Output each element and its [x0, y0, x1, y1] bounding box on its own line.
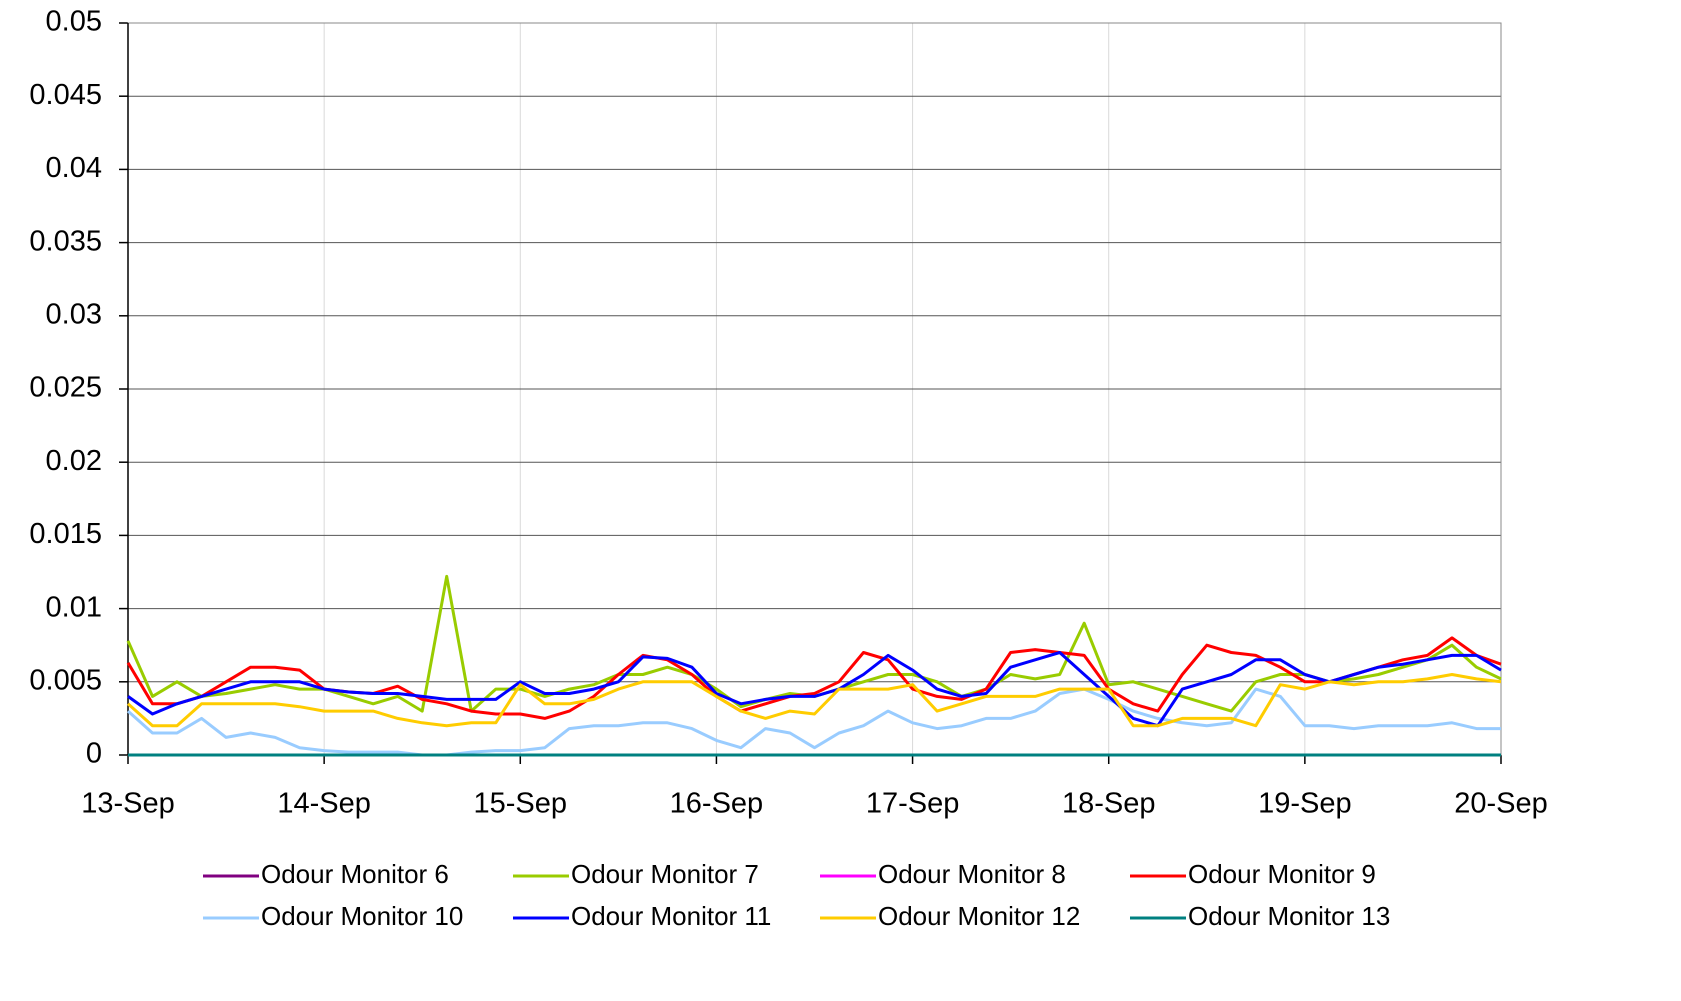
x-tick-label: 14-Sep: [277, 788, 371, 820]
legend-label: Odour Monitor 10: [261, 901, 463, 931]
series-line: [126, 636, 1502, 720]
legend-label: Odour Monitor 11: [571, 901, 771, 931]
series-line: [127, 687, 1501, 757]
legend-label: Odour Monitor 7: [571, 859, 759, 889]
x-tick-label: 19-Sep: [1258, 788, 1352, 820]
y-tick-label: 0.025: [29, 372, 102, 404]
series-line: [127, 651, 1502, 728]
y-tick-label: 0.005: [29, 664, 102, 696]
legend-label: Odour Monitor 13: [1188, 901, 1390, 931]
x-tick-label: 16-Sep: [670, 788, 764, 820]
legend-label: Odour Monitor 8: [878, 859, 1066, 889]
y-tick-label: 0.02: [46, 445, 102, 477]
x-tick-label: 17-Sep: [866, 788, 960, 820]
y-tick-label: 0.045: [29, 79, 102, 111]
y-tick-label: 0.03: [46, 298, 102, 330]
x-tick-label: 13-Sep: [81, 788, 175, 820]
legend-label: Odour Monitor 6: [261, 859, 449, 889]
legend-label: Odour Monitor 9: [1188, 859, 1376, 889]
y-tick-label: 0.04: [46, 152, 102, 184]
y-tick-label: 0.035: [29, 225, 102, 257]
series-line: [127, 673, 1502, 728]
x-tick-label: 15-Sep: [474, 788, 568, 820]
legend-label: Odour Monitor 12: [878, 901, 1080, 931]
y-tick-label: 0.015: [29, 518, 102, 550]
y-tick-label: 0: [86, 738, 102, 770]
x-tick-label: 18-Sep: [1062, 788, 1156, 820]
x-tick-label: 20-Sep: [1454, 788, 1548, 820]
y-tick-label: 0.01: [46, 591, 102, 623]
y-tick-label: 0.05: [46, 6, 102, 38]
